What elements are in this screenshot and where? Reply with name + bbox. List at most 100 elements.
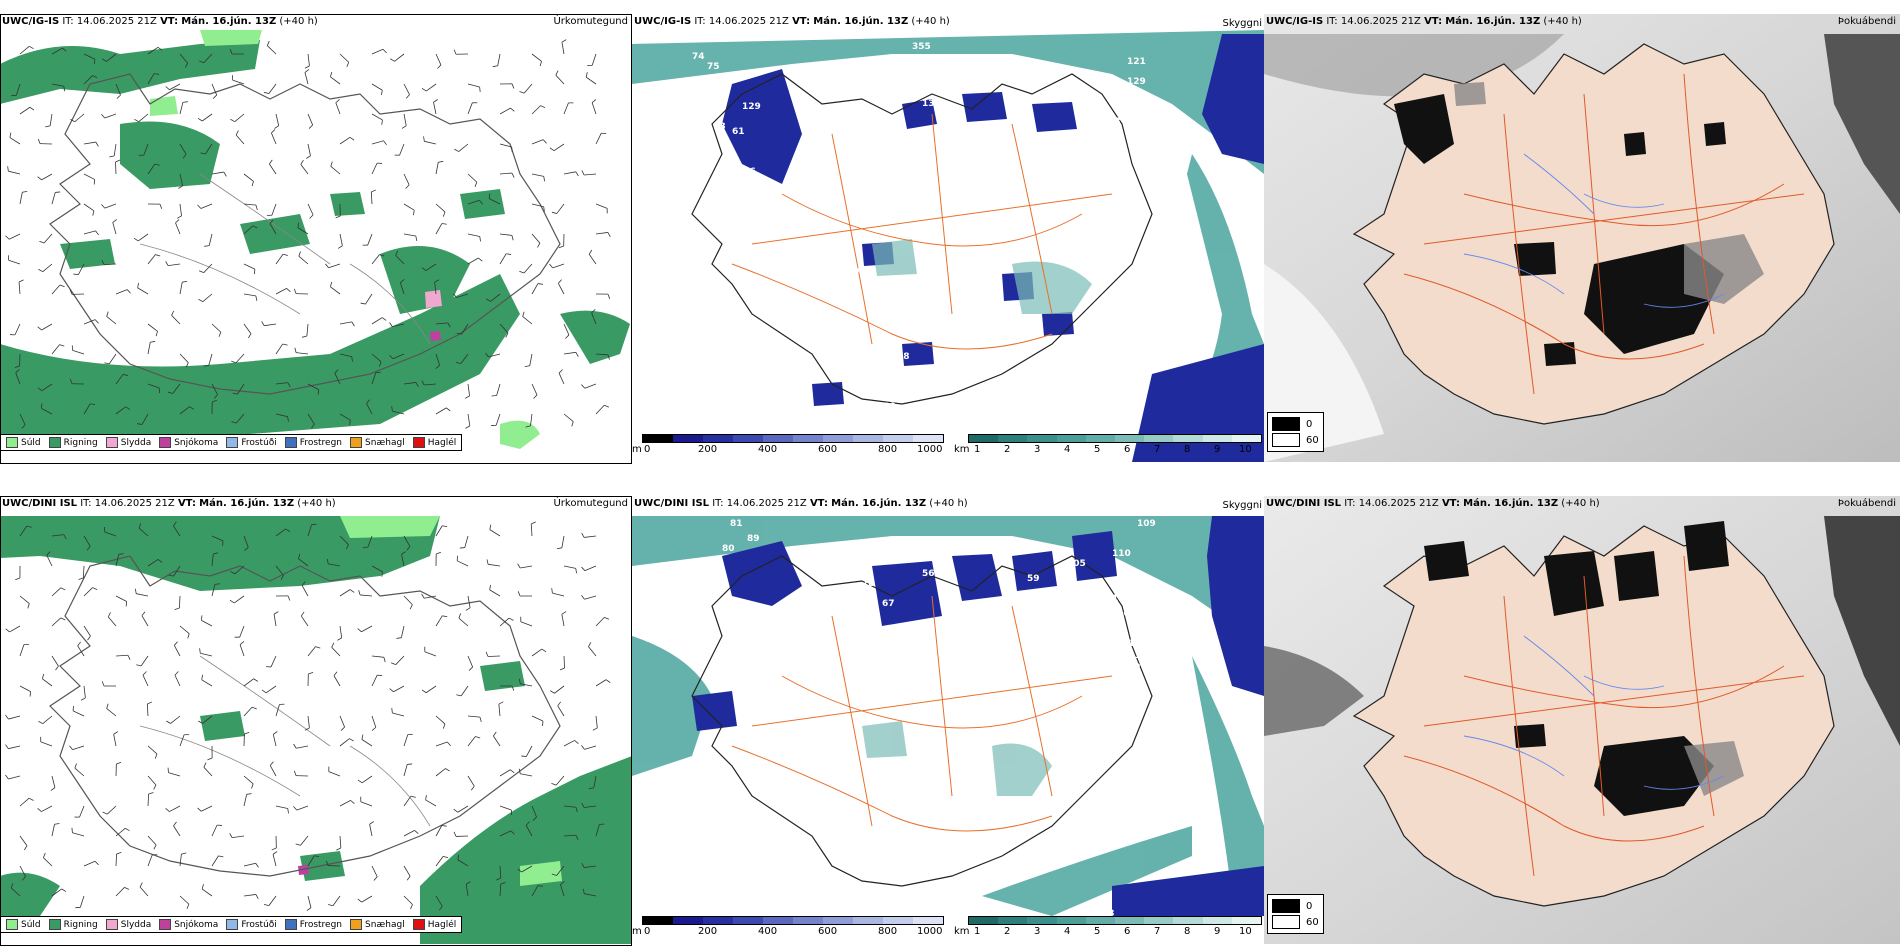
value-label: 355	[912, 42, 931, 52]
legend-swatch-black	[1272, 417, 1300, 431]
value-label: 120	[877, 402, 896, 412]
value-label: 179	[802, 29, 821, 39]
value-label: 78	[862, 579, 875, 589]
panel-type-label: Þokuábendi	[1837, 498, 1896, 509]
panel-title: UWC/IG-IS IT: 14.06.2025 21Z VT: Mán. 16…	[634, 16, 950, 27]
legend-item: Snjókoma	[159, 919, 218, 930]
legend-swatch	[412, 437, 425, 448]
legend-item: Snæhagl	[350, 437, 405, 448]
precip-legend: Súld Rigning Slydda Snjókoma Frostúði Fr…	[0, 434, 463, 451]
value-label: 75	[707, 62, 720, 72]
value-label: 131	[1112, 442, 1131, 452]
legend-swatch	[48, 919, 61, 930]
legend-swatch	[105, 919, 118, 930]
legend-item: Snjókoma	[159, 437, 218, 448]
value-label: 105	[1067, 559, 1086, 569]
value-label: 109	[1137, 519, 1156, 529]
panel-type-label: Skyggni	[1222, 500, 1262, 511]
value-label: 110	[1112, 549, 1131, 559]
legend-swatch	[48, 437, 61, 448]
value-label: 136	[922, 99, 941, 109]
precip-type-map-2	[0, 496, 632, 944]
value-label: 93	[1102, 909, 1115, 919]
legend-item: Snæhagl	[350, 919, 405, 930]
panel-title: UWC/DINI ISL IT: 14.06.2025 21Z VT: Mán.…	[1266, 498, 1600, 509]
legend-swatch	[6, 919, 18, 930]
precip-type-panel-1: UWC/IG-IS IT: 14.06.2025 21Z VT: Mán. 16…	[0, 14, 632, 462]
value-label: 80	[722, 544, 735, 554]
value-label: 96	[1117, 609, 1130, 619]
legend-swatch	[284, 437, 297, 448]
panel-title: UWC/DINI ISL IT: 14.06.2025 21Z VT: Mán.…	[634, 498, 968, 509]
value-label: 89	[747, 534, 760, 544]
visibility-colorbar: km 1 2 3 4 5 6 7 8 9 10	[954, 434, 1264, 462]
legend-item: Súld	[6, 919, 41, 930]
legend-item: Frostregn	[284, 919, 342, 930]
legend-item: Rigning	[48, 437, 98, 448]
legend-item: Frostúði	[226, 437, 277, 448]
fog-legend: 0 60	[1267, 412, 1324, 452]
panel-title: UWC/DINI ISL IT: 14.06.2025 21Z VT: Mán.…	[2, 498, 336, 509]
value-label: 44	[1032, 839, 1045, 849]
value-label: 129	[742, 102, 761, 112]
panel-type-label: Skyggni	[1222, 18, 1262, 29]
legend-swatch	[350, 919, 363, 930]
legend-swatch	[350, 437, 363, 448]
legend-item: Slydda	[105, 437, 151, 448]
precip-legend: Súld Rigning Slydda Snjókoma Frostúði Fr…	[0, 916, 463, 933]
panel-title: UWC/IG-IS IT: 14.06.2025 21Z VT: Mán. 16…	[1266, 16, 1582, 27]
legend-swatch	[226, 919, 239, 930]
legend-item: Frostúði	[226, 919, 277, 930]
value-label: 107	[1112, 594, 1131, 604]
legend-item: Frostregn	[284, 437, 342, 448]
fog-panel-2: UWC/DINI ISL IT: 14.06.2025 21Z VT: Mán.…	[1264, 496, 1900, 944]
panel-type-label: Þokuábendi	[1837, 16, 1896, 27]
precip-type-panel-2: UWC/DINI ISL IT: 14.06.2025 21Z VT: Mán.…	[0, 496, 632, 944]
value-label: 61	[732, 127, 745, 137]
value-label: 110	[1122, 639, 1141, 649]
fog-panel-1: UWC/IG-IS IT: 14.06.2025 21Z VT: Mán. 16…	[1264, 14, 1900, 462]
legend-item: Súld	[6, 437, 41, 448]
legend-swatch	[412, 919, 425, 930]
legend-swatch	[226, 437, 239, 448]
precip-type-map-1	[0, 14, 632, 462]
value-label: 272	[832, 25, 851, 35]
fog-legend: 0 60	[1267, 894, 1324, 934]
visibility-panel-1: 121 129 142 103 96 131 74 75 179 272 69 129 113 61 84 1…	[632, 14, 1264, 462]
legend-swatch-black	[1272, 899, 1300, 913]
value-label: 63	[942, 594, 955, 604]
legend-swatch	[159, 437, 172, 448]
value-label: 100	[1122, 574, 1141, 584]
value-label: 142	[1127, 107, 1146, 117]
value-label: 81	[730, 519, 743, 529]
value-label: 99	[847, 267, 860, 277]
value-label: 84	[657, 97, 670, 107]
legend-item: Slydda	[105, 919, 151, 930]
value-label: 300	[922, 62, 941, 72]
legend-swatch	[159, 919, 172, 930]
value-label: 107	[782, 699, 801, 709]
value-label: 103	[1102, 117, 1121, 127]
visibility-panel-2: 109 110 100 107 96 110 111 112 105 81 80 89 78 67 56 63…	[632, 496, 1264, 944]
visibility-map-2: 109 110 100 107 96 110 111 112 105 81 80 89 78 67 56 63…	[632, 496, 1264, 944]
value-label: 111	[1122, 651, 1141, 661]
value-label: 69	[712, 97, 725, 107]
legend-swatch	[105, 437, 118, 448]
value-label: 113	[707, 122, 726, 132]
value-label: 67	[882, 599, 895, 609]
height-colorbar: m 0 200 400 600 800 1000	[632, 916, 944, 944]
value-label: 96	[1132, 137, 1145, 147]
value-label: 129	[1127, 77, 1146, 87]
panel-title: UWC/IG-IS IT: 14.06.2025 21Z VT: Mán. 16…	[2, 16, 318, 27]
value-label: 121	[1127, 57, 1146, 67]
visibility-colorbar: km 1 2 3 4 5 6 7 8 9 10	[954, 916, 1264, 944]
value-label: 42	[924, 85, 937, 95]
value-label: 56	[922, 569, 935, 579]
legend-swatch-white	[1272, 915, 1300, 929]
fog-map-1	[1264, 14, 1900, 462]
legend-swatch-white	[1272, 433, 1300, 447]
value-label: 120	[744, 277, 763, 287]
value-label: 59	[1027, 574, 1040, 584]
panel-type-label: Úrkomutegund	[553, 16, 628, 27]
